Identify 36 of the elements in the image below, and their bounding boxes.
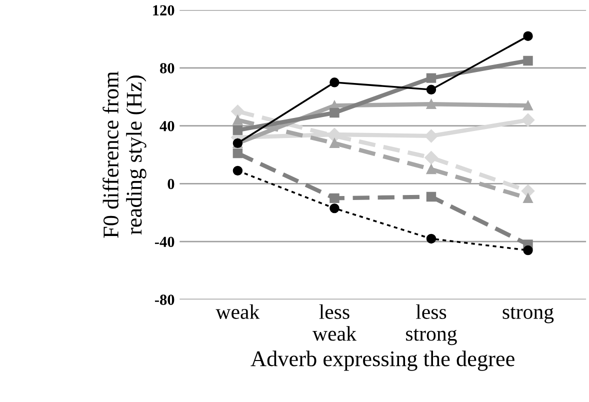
x-tick-label: less strong <box>406 304 457 346</box>
y-tick-label: -40 <box>154 236 174 248</box>
y-tick-label: -80 <box>154 294 174 305</box>
x-tick-label: weak <box>216 304 260 320</box>
y-axis-title: F0 difference from reading style (Hz) <box>102 71 146 238</box>
y-tick-label: 40 <box>160 120 174 132</box>
point <box>521 113 535 127</box>
point <box>426 99 436 109</box>
point <box>426 164 436 174</box>
point <box>424 129 438 143</box>
y-tick-label: 80 <box>160 63 174 74</box>
point <box>231 104 244 118</box>
point <box>523 56 533 66</box>
point <box>330 138 340 148</box>
point <box>330 78 340 88</box>
point <box>523 31 533 41</box>
point <box>426 84 436 95</box>
y-tick-label: 0 <box>168 178 174 190</box>
x-tick-label: strong <box>502 307 554 324</box>
x-axis-title: Adverb expressing the degree <box>250 350 514 371</box>
point <box>523 193 533 204</box>
point <box>232 148 243 158</box>
point <box>232 125 243 136</box>
point <box>330 193 340 204</box>
point <box>426 192 436 202</box>
point <box>330 108 340 118</box>
x-tick-label: less weak <box>312 304 356 341</box>
point <box>232 166 243 176</box>
point <box>330 203 340 214</box>
point <box>523 100 533 110</box>
y-tick-label: 120 <box>153 5 174 16</box>
point <box>523 245 533 256</box>
point <box>232 115 243 125</box>
point <box>426 73 436 83</box>
point <box>426 234 436 244</box>
point <box>424 151 438 164</box>
